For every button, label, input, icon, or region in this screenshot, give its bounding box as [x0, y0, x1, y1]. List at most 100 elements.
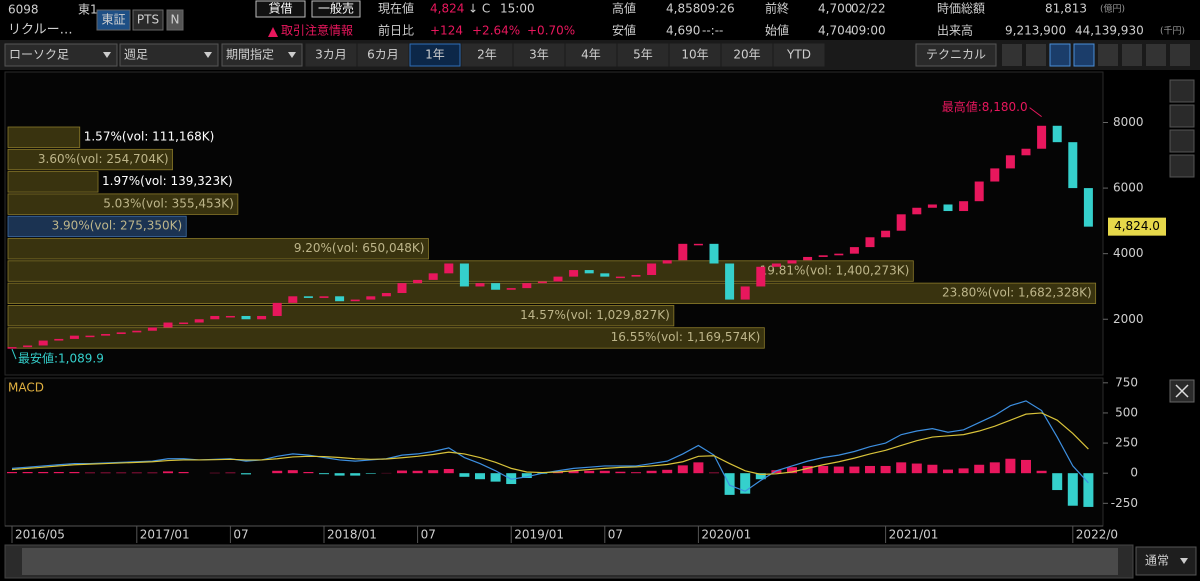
dropdown[interactable] [4, 43, 118, 67]
candle [303, 296, 313, 298]
navigator-window[interactable] [22, 548, 1118, 575]
candle [865, 237, 875, 248]
y-tick-label: 4000 [1113, 246, 1144, 260]
candle [179, 322, 189, 325]
period-button[interactable] [669, 43, 721, 67]
exchange-tab[interactable] [132, 9, 164, 31]
candle [740, 286, 750, 300]
icon-button[interactable] [1049, 43, 1071, 67]
x-tick-label: 2018/01 [327, 528, 377, 542]
histogram-bar [521, 473, 532, 479]
candle [896, 214, 906, 231]
histogram-bar [272, 470, 283, 474]
volume-profile-bar [7, 193, 239, 215]
icon-button[interactable] [1169, 104, 1195, 128]
dropdown-label: ローソク足 [9, 48, 69, 62]
candle [771, 263, 781, 267]
histogram-bar [350, 473, 361, 476]
period-label: 2年 [477, 48, 497, 62]
histogram-bar [755, 473, 766, 480]
candle [1005, 155, 1015, 169]
annotation: 最安値:1,089.9 [18, 351, 104, 366]
quote-label: 前日比 [378, 23, 414, 38]
dropdown[interactable] [221, 43, 303, 67]
icon-button[interactable] [1146, 44, 1166, 66]
period-button[interactable] [617, 43, 669, 67]
period-button[interactable] [461, 43, 513, 67]
y-tick-label: 8000 [1113, 115, 1144, 129]
dropdown-arrow [288, 52, 296, 58]
candle [241, 315, 251, 320]
icon-button[interactable] [1169, 154, 1195, 178]
technical-button[interactable] [915, 43, 997, 67]
quote-value: +0.70% [527, 24, 575, 38]
candle [1083, 188, 1093, 227]
histogram-bar [1036, 470, 1047, 474]
candle [600, 273, 610, 277]
period-button[interactable] [721, 43, 773, 67]
period-button[interactable] [773, 43, 825, 67]
icon-button[interactable] [1026, 44, 1046, 66]
macd-title: MACD [8, 381, 44, 395]
x-tick-label: 2016/05 [15, 528, 65, 542]
icon-button[interactable] [1169, 79, 1195, 103]
volume-profile-label: 1.57%(vol: 111,168K) [84, 130, 215, 144]
icon-button[interactable] [1169, 129, 1195, 153]
quote-value: (億円) [1100, 3, 1125, 15]
icon-button[interactable] [1073, 43, 1095, 67]
candle [849, 247, 859, 254]
dropdown-arrow [204, 52, 212, 58]
dropdown-arrow [103, 52, 111, 58]
quote-label: 安値 [612, 23, 636, 38]
histogram-bar [646, 470, 657, 474]
icon-button[interactable] [1098, 44, 1118, 66]
period-button[interactable] [409, 43, 461, 67]
period-button[interactable] [513, 43, 565, 67]
icon-button[interactable] [1002, 44, 1022, 66]
dropdown-arrow [1180, 558, 1188, 564]
order-button[interactable] [255, 0, 306, 18]
alert-text[interactable]: 取引注意情報 [281, 24, 353, 38]
icon-button[interactable] [1122, 44, 1142, 66]
histogram-bar [443, 468, 454, 474]
exchange-tab[interactable] [166, 9, 184, 31]
histogram-bar [599, 470, 610, 474]
candle [257, 315, 267, 320]
histogram-bar [334, 473, 345, 476]
histogram-bar [677, 465, 688, 474]
macd-line [11, 412, 1089, 475]
candle [537, 281, 547, 284]
histogram-bar [880, 465, 891, 474]
volume-profile-bar [7, 215, 187, 238]
exchange-tab[interactable] [96, 9, 131, 31]
toolbar-icons[interactable] [1002, 43, 1190, 67]
candle [927, 204, 937, 208]
annotation-line [1029, 107, 1042, 117]
candle [943, 204, 953, 212]
histogram-bar [568, 470, 579, 474]
candle [459, 263, 469, 287]
side-icons[interactable] [1169, 79, 1195, 178]
histogram-bar [38, 471, 49, 474]
order-button[interactable] [311, 0, 361, 18]
quote-value: 4,858 [666, 2, 700, 16]
dropdown[interactable] [119, 43, 219, 67]
volume-profile-label: 19.81%(vol: 1,400,273K) [760, 263, 910, 277]
quote-value: 09:00 [851, 24, 886, 38]
x-tick-label: 07 [233, 528, 248, 542]
histogram-bar [69, 471, 80, 474]
icon-button[interactable] [1170, 44, 1190, 66]
period-button[interactable] [305, 43, 357, 67]
order-button-label: 一般売 [318, 1, 354, 16]
candle [647, 263, 657, 275]
volume-profile-label: 3.90%(vol: 275,350K) [52, 219, 183, 233]
order-button-label: 貸借 [268, 1, 292, 16]
period-button[interactable] [357, 43, 409, 67]
candle [756, 266, 766, 287]
quote-value: 9,213,900 [1005, 24, 1066, 38]
period-button[interactable] [565, 43, 617, 67]
histogram-bar [849, 466, 860, 474]
candle [413, 279, 423, 284]
quote-label: 出来高 [937, 24, 973, 38]
candle [428, 273, 438, 280]
